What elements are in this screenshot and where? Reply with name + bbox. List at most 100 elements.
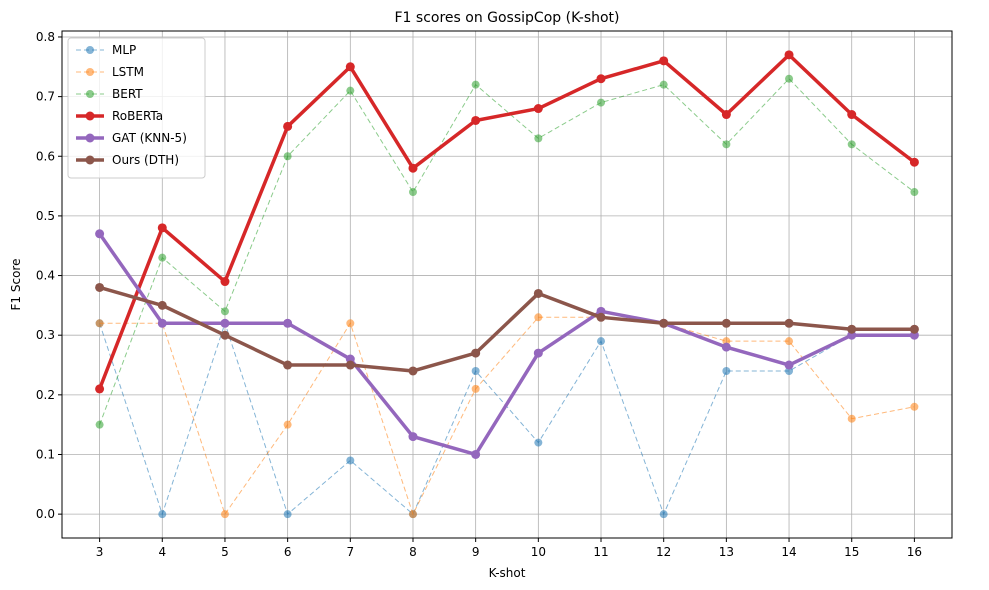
series-line — [99, 316, 915, 516]
data-point — [847, 140, 856, 149]
data-point — [220, 330, 230, 340]
y-axis-ticks: 0.0 0.1 0.2 0.3 0.4 0.5 0.6 0.7 0.8 — [36, 30, 62, 521]
data-point — [910, 402, 919, 411]
data-point — [596, 312, 606, 322]
data-point — [534, 134, 543, 143]
data-point — [784, 50, 794, 60]
data-point — [95, 420, 104, 429]
data-point — [346, 456, 355, 465]
x-tick-label: 3 — [96, 545, 104, 559]
x-tick-label: 10 — [531, 545, 546, 559]
series-ours-dth — [95, 282, 919, 376]
legend-marker — [85, 155, 95, 165]
data-point — [722, 140, 731, 149]
y-tick-label: 0.5 — [36, 209, 55, 223]
x-tick-label: 7 — [346, 545, 354, 559]
data-point — [95, 282, 105, 292]
x-axis-ticks: 3 4 5 6 7 8 9 10 11 12 13 14 15 16 — [96, 538, 922, 559]
data-point — [220, 307, 229, 316]
data-point — [721, 342, 731, 352]
data-point — [95, 384, 105, 394]
data-point — [346, 86, 355, 95]
data-point — [158, 510, 167, 519]
data-point — [471, 348, 481, 358]
legend-entry-label: BERT — [112, 87, 143, 101]
legend-marker — [86, 46, 94, 54]
y-axis-label: F1 Score — [9, 259, 23, 311]
y-tick-label: 0.8 — [36, 30, 55, 44]
data-point — [847, 324, 857, 334]
data-point — [408, 366, 418, 376]
data-point — [721, 318, 731, 328]
data-point — [346, 319, 355, 328]
data-point — [910, 188, 919, 197]
data-point — [471, 80, 480, 89]
data-point — [408, 510, 417, 519]
data-point — [220, 510, 229, 519]
data-point — [533, 104, 543, 114]
x-tick-label: 9 — [472, 545, 480, 559]
series-roberta — [95, 50, 919, 394]
x-tick-label: 13 — [719, 545, 734, 559]
data-point — [534, 438, 543, 447]
series-line — [99, 77, 915, 425]
data-point — [220, 277, 230, 287]
data-point — [847, 414, 856, 423]
legend-box — [67, 37, 206, 179]
data-point — [408, 188, 417, 197]
data-point — [597, 98, 606, 107]
data-point — [471, 366, 480, 375]
data-point — [157, 223, 167, 233]
data-point — [345, 62, 355, 72]
data-point — [157, 300, 167, 310]
data-point — [283, 510, 292, 519]
data-point — [95, 319, 104, 328]
data-point — [158, 253, 167, 262]
data-point — [471, 115, 481, 125]
x-tick-label: 14 — [781, 545, 796, 559]
series-line — [97, 53, 916, 390]
x-tick-label: 15 — [844, 545, 859, 559]
x-axis-label: K-shot — [489, 566, 526, 580]
data-point — [847, 110, 857, 120]
data-point — [283, 360, 293, 370]
series-line — [99, 285, 915, 373]
series-line — [98, 232, 915, 457]
y-tick-label: 0.6 — [36, 149, 55, 163]
data-point — [471, 384, 480, 393]
x-tick-label: 6 — [284, 545, 292, 559]
chart-title: F1 scores on GossipCop (K-shot) — [394, 10, 619, 26]
y-tick-label: 0.1 — [36, 447, 55, 461]
data-point — [784, 360, 794, 370]
data-point — [722, 366, 731, 375]
series-lines — [95, 50, 919, 519]
y-tick-label: 0.4 — [36, 269, 55, 283]
data-point — [283, 318, 293, 328]
grid — [62, 31, 952, 538]
data-point — [157, 318, 167, 328]
data-point — [95, 229, 105, 239]
y-tick-label: 0.2 — [36, 388, 55, 402]
data-point — [721, 110, 731, 120]
data-point — [596, 74, 606, 84]
data-point — [659, 318, 669, 328]
data-point — [533, 288, 543, 298]
legend-marker — [86, 90, 94, 98]
legend-marker — [85, 133, 95, 143]
data-point — [471, 449, 481, 459]
legend-entry-label: Ours (DTH) — [112, 153, 179, 167]
data-point — [533, 348, 543, 358]
data-point — [283, 121, 293, 131]
series-bert — [95, 74, 919, 429]
y-tick-label: 0.7 — [36, 90, 55, 104]
data-point — [597, 337, 606, 346]
data-point — [909, 157, 919, 167]
legend-entry-label: LSTM — [112, 65, 144, 79]
legend-marker — [85, 111, 95, 121]
plot-frame — [61, 30, 953, 539]
data-point — [785, 337, 794, 346]
data-point — [283, 152, 292, 161]
y-tick-label: 0.3 — [36, 328, 55, 342]
data-point — [659, 80, 668, 89]
